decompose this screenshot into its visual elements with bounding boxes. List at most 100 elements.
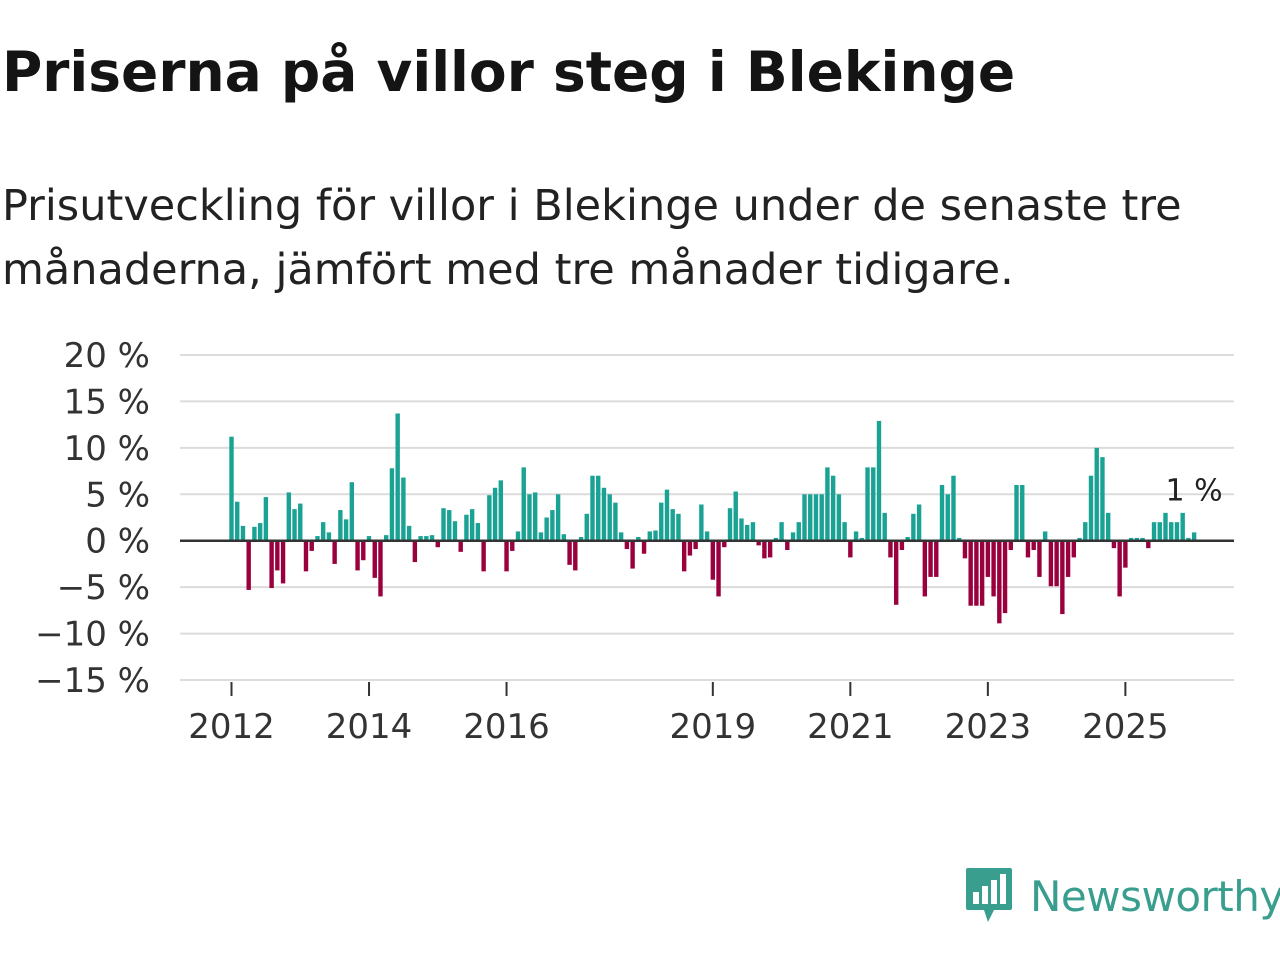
bar-positive bbox=[636, 537, 641, 541]
bar-positive bbox=[298, 503, 303, 541]
bar-positive bbox=[452, 521, 458, 541]
bar-positive bbox=[475, 523, 481, 541]
bar-negative bbox=[681, 540, 687, 572]
bar-positive bbox=[1163, 512, 1168, 541]
bar-positive bbox=[315, 536, 320, 541]
bar-negative bbox=[624, 540, 630, 550]
bar-positive bbox=[447, 510, 452, 541]
chart-subtitle: Prisutveckling för villor i Blekinge und… bbox=[2, 181, 1182, 295]
bar-negative bbox=[1008, 540, 1013, 550]
bar-positive bbox=[1169, 522, 1174, 541]
bar-positive bbox=[1077, 537, 1082, 541]
y-tick-label: −15 % bbox=[35, 661, 150, 701]
brand-name: Newsworthy bbox=[1030, 871, 1280, 921]
bar-positive bbox=[1100, 457, 1105, 541]
bar-negative bbox=[309, 540, 314, 551]
bar-positive bbox=[796, 522, 801, 541]
bar-positive bbox=[836, 494, 842, 541]
bar-positive bbox=[745, 524, 750, 541]
bar-positive bbox=[469, 509, 475, 541]
y-tick-label: 10 % bbox=[64, 429, 150, 469]
bar-positive bbox=[876, 420, 882, 541]
bar-negative bbox=[985, 540, 991, 577]
bar-negative bbox=[979, 540, 985, 606]
bar-positive bbox=[951, 475, 956, 541]
bar-positive bbox=[235, 501, 240, 541]
bar-positive bbox=[389, 468, 395, 541]
bar-positive bbox=[916, 504, 922, 541]
bar-positive bbox=[865, 467, 870, 541]
bar-positive bbox=[532, 492, 538, 541]
brand-logo: Newsworthy bbox=[964, 866, 1280, 926]
bar-positive bbox=[1094, 447, 1099, 541]
bar-positive bbox=[538, 532, 544, 541]
bar-positive bbox=[418, 536, 423, 541]
y-tick-label: −5 % bbox=[57, 568, 150, 608]
bar-negative bbox=[893, 540, 899, 605]
bar-positive bbox=[464, 514, 469, 541]
bar-negative bbox=[372, 540, 377, 578]
bar-positive bbox=[905, 537, 910, 541]
bar-negative bbox=[716, 540, 721, 597]
bar-positive bbox=[1186, 537, 1191, 541]
x-axis: 2012 2014 2016 2019 2021 2023 2025 bbox=[188, 682, 1169, 747]
bar-negative bbox=[934, 540, 939, 577]
bar-positive bbox=[945, 494, 950, 541]
bar-positive bbox=[229, 436, 234, 541]
bar-positive bbox=[1134, 537, 1140, 541]
y-tick-label: −10 % bbox=[35, 615, 150, 655]
bar-negative bbox=[435, 540, 440, 548]
bar-negative bbox=[687, 540, 693, 556]
bar-negative bbox=[1037, 540, 1042, 577]
bar-negative bbox=[1025, 540, 1031, 558]
bar-positive bbox=[550, 510, 555, 541]
bar-positive bbox=[1042, 531, 1048, 541]
bar-positive bbox=[825, 467, 830, 541]
bar-negative bbox=[762, 540, 767, 559]
bar-positive bbox=[773, 537, 779, 541]
bar-positive bbox=[1128, 537, 1134, 541]
price-change-bar-chart: 20 %15 %10 %5 %0 %−5 %−10 %−15 % 2012 201… bbox=[35, 336, 1234, 747]
bar-positive bbox=[659, 502, 664, 541]
bar-negative bbox=[641, 540, 647, 554]
bar-negative bbox=[378, 540, 383, 597]
bar-positive bbox=[263, 497, 269, 541]
bar-positive bbox=[808, 494, 813, 541]
bar-positive bbox=[779, 522, 784, 541]
bar-negative bbox=[928, 540, 933, 577]
bar-positive bbox=[607, 494, 612, 541]
bar-positive bbox=[1191, 532, 1197, 541]
bar-positive bbox=[521, 467, 526, 541]
bar-positive bbox=[441, 508, 446, 541]
bar-positive bbox=[320, 522, 326, 541]
bar-positive bbox=[527, 494, 532, 541]
x-tick-label: 2014 bbox=[326, 707, 413, 747]
bar-negative bbox=[1031, 540, 1036, 550]
bar-positive bbox=[487, 495, 492, 541]
bar-positive bbox=[429, 535, 435, 541]
bar-positive bbox=[842, 522, 847, 541]
bar-negative bbox=[693, 540, 698, 550]
bar-positive bbox=[590, 475, 595, 541]
bar-negative bbox=[1117, 540, 1122, 597]
bar-negative bbox=[280, 540, 286, 584]
bar-negative bbox=[412, 540, 418, 563]
bar-positive bbox=[647, 531, 652, 541]
bar-positive bbox=[750, 522, 756, 541]
bar-negative bbox=[1123, 540, 1128, 568]
bar-negative bbox=[355, 540, 360, 571]
bar-positive bbox=[853, 531, 859, 541]
bar-positive bbox=[704, 531, 710, 541]
x-tick-label: 2021 bbox=[807, 707, 894, 747]
bar-positive bbox=[618, 532, 624, 541]
bar-negative bbox=[1060, 540, 1065, 615]
bar-positive bbox=[733, 491, 738, 541]
x-tick-label: 2019 bbox=[670, 707, 757, 747]
bar-negative bbox=[997, 540, 1002, 624]
bar-negative bbox=[1002, 540, 1008, 614]
bar-negative bbox=[1065, 540, 1071, 577]
bar-negative bbox=[246, 540, 251, 590]
y-tick-label: 15 % bbox=[64, 382, 150, 422]
bar-positive bbox=[653, 530, 658, 541]
bar-positive bbox=[366, 536, 372, 541]
